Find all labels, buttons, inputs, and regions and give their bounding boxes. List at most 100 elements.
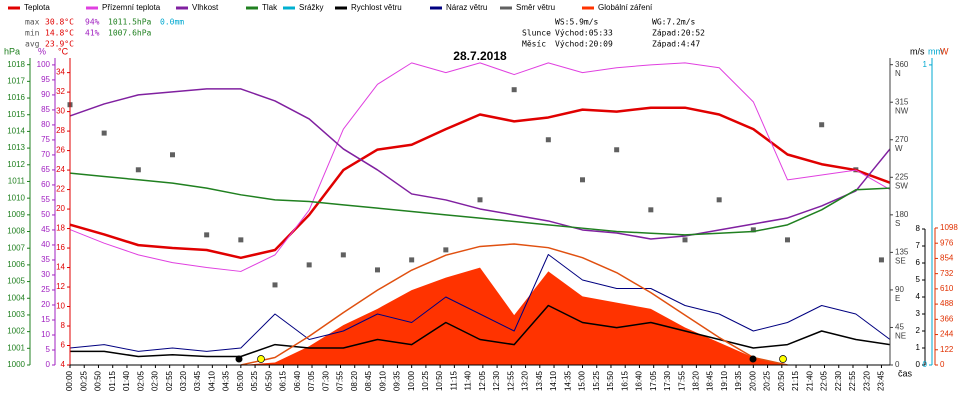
y-tick-label: 32 <box>56 87 65 96</box>
moonrise-marker <box>749 355 757 363</box>
series-line <box>69 254 891 352</box>
legend-label: Srážky <box>299 3 323 12</box>
y-tick-label: 4 <box>916 292 921 301</box>
y-tick-label: 0 <box>46 360 51 369</box>
x-tick-label: 02:55 <box>165 370 174 391</box>
moon-label: Měsíc <box>522 40 546 49</box>
y-tick-label: 95 <box>41 75 50 84</box>
y-tick-label: 45 <box>895 323 904 332</box>
legend-label: Náraz větru <box>446 3 487 12</box>
y-tick-label: 8 <box>916 224 921 233</box>
series-line <box>69 88 891 240</box>
direction-point <box>409 257 415 263</box>
y-tick-label: 610 <box>940 284 954 293</box>
stat-temp: 30.8°C <box>45 18 74 27</box>
y-tick-label: 16 <box>56 243 65 252</box>
legend-label: Tlak <box>262 3 278 12</box>
axis-unit: mm <box>928 46 943 56</box>
x-tick-label: 19:10 <box>720 370 729 391</box>
y-tick-label: 270 <box>895 135 909 144</box>
y-tick-label: 10 <box>41 330 50 339</box>
x-tick-label: 13:45 <box>535 370 544 391</box>
x-tick-label: 07:30 <box>321 370 330 391</box>
y-tick-label: 90 <box>41 90 50 99</box>
direction-point <box>750 227 756 233</box>
x-tick-label: 05:50 <box>264 370 273 391</box>
y-tick-label: 1018 <box>7 60 25 69</box>
y-tick-label: 8 <box>61 321 66 330</box>
y-tick-label: 12 <box>56 282 65 291</box>
axis-unit: W <box>940 46 949 56</box>
direction-point <box>580 177 585 183</box>
y-tick-label: 6 <box>916 258 921 267</box>
x-axis-label: čas <box>898 368 913 378</box>
x-tick-label: 11:40 <box>464 370 473 390</box>
legend-label: Vlhkost <box>192 3 219 12</box>
direction-point <box>170 152 175 158</box>
compass-label: W <box>895 144 903 153</box>
x-tick-label: 07:05 <box>307 370 316 391</box>
y-tick-label: 5 <box>916 275 921 284</box>
x-tick-label: 14:35 <box>563 370 572 391</box>
x-tick-label: 23:45 <box>877 370 886 391</box>
series-line <box>69 62 891 272</box>
x-tick-label: 07:55 <box>336 370 345 391</box>
y-tick-label: 1013 <box>7 143 25 152</box>
legend-label: Globální záření <box>598 3 653 12</box>
compass-label: SE <box>895 256 906 265</box>
x-tick-label: 10:00 <box>407 370 416 391</box>
compass-label: N <box>895 69 901 78</box>
y-tick-label: 18 <box>56 224 65 233</box>
y-tick-label: 65 <box>41 165 50 174</box>
y-tick-label: 366 <box>940 314 954 323</box>
y-tick-label: 90 <box>895 285 904 294</box>
x-tick-label: 22:55 <box>848 370 857 391</box>
axis-unit: % <box>38 46 46 56</box>
compass-label: SW <box>895 181 908 190</box>
x-tick-label: 01:40 <box>122 370 131 391</box>
y-tick-label: 1012 <box>7 160 25 169</box>
moon-set: Západ:4:47 <box>652 40 700 49</box>
stat-hum: 41% <box>85 29 100 38</box>
x-tick-label: 15:25 <box>592 370 601 391</box>
direction-point <box>511 87 517 93</box>
y-tick-label: 1010 <box>7 193 25 202</box>
y-tick-label: 1 <box>916 343 921 352</box>
x-tick-label: 00:50 <box>94 370 103 391</box>
y-tick-label: 20 <box>56 204 65 213</box>
legend-label: Teplota <box>24 3 50 12</box>
x-tick-label: 20:00 <box>748 370 757 391</box>
y-tick-label: 35 <box>41 255 50 264</box>
stat-temp: 23.9°C <box>45 40 74 49</box>
y-tick-label: 1011 <box>8 177 26 186</box>
compass-label: S <box>895 219 900 228</box>
y-tick-label: 732 <box>940 269 954 278</box>
y-tick-label: 122 <box>940 345 954 354</box>
compass-label: NE <box>895 332 906 341</box>
radiation-area <box>240 267 788 365</box>
x-tick-label: 17:30 <box>663 370 672 391</box>
x-tick-label: 19:35 <box>734 370 743 391</box>
y-tick-label: 55 <box>41 195 50 204</box>
y-tick-label: 28 <box>56 126 65 135</box>
y-tick-label: 6 <box>61 341 66 350</box>
y-tick-label: 5 <box>46 345 51 354</box>
axis-unit: m/s <box>910 46 925 56</box>
y-tick-label: 25 <box>41 285 50 294</box>
chart-title: 28.7.2018 <box>453 49 507 63</box>
y-tick-label: 976 <box>940 238 954 247</box>
y-tick-label: 225 <box>895 172 909 181</box>
legend-label: Rychlost větru <box>351 3 402 12</box>
x-tick-label: 09:10 <box>378 370 387 391</box>
y-tick-label: 244 <box>940 330 954 339</box>
x-tick-label: 22:30 <box>834 370 843 391</box>
x-tick-label: 05:25 <box>250 370 259 391</box>
stat-label: max <box>25 18 40 27</box>
y-tick-label: 45 <box>41 225 50 234</box>
x-tick-label: 08:20 <box>350 370 359 391</box>
y-tick-label: 488 <box>940 299 954 308</box>
series-line <box>69 172 891 236</box>
x-tick-label: 02:30 <box>151 370 160 391</box>
x-tick-label: 12:55 <box>506 370 515 391</box>
